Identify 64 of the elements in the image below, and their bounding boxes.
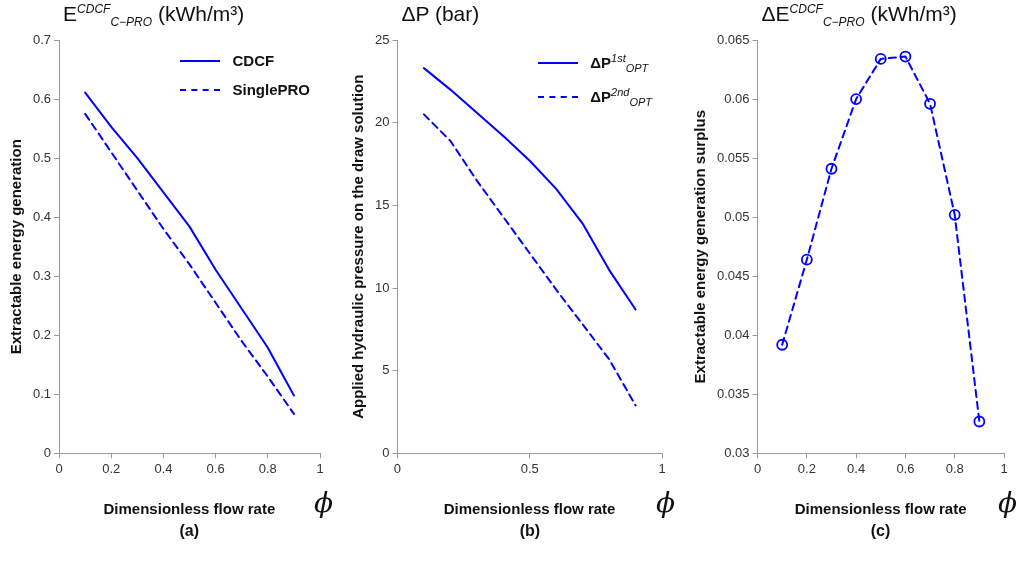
y-tick-label: 0.5: [32, 149, 52, 165]
y-tick-label: 0.3: [32, 267, 52, 283]
point: [825, 162, 838, 175]
x-tick-label: 0: [753, 460, 762, 476]
point: [924, 97, 936, 110]
text: (c): [870, 522, 891, 540]
x-tick-label: 0: [393, 460, 402, 476]
y-tick-label: 15: [374, 196, 390, 212]
point: [800, 253, 813, 266]
y-tick-label: 0.04: [724, 326, 750, 342]
x-tick-label: 0.6: [896, 460, 915, 476]
x-axis-title: Dimensionless flow rate: [794, 500, 967, 517]
y-axis-title: Extractable energy generation surplus: [691, 109, 709, 384]
x-tick-label: 0.5: [520, 460, 539, 476]
y-tick-label: 0: [382, 444, 390, 460]
x-tick-label: 0: [55, 460, 63, 476]
y-tick-label: 25: [374, 31, 390, 47]
y-tick-label: 0.055: [716, 149, 750, 165]
y-axis-title: Applied hydraulic pressure on the draw solution: [349, 74, 367, 419]
y-tick-label: 0.6: [32, 90, 52, 106]
x-axis-title: Dimensionless flow rate: [103, 500, 276, 517]
x-tick-label: 0.2: [102, 460, 121, 476]
y-tick-label: 0.045: [716, 267, 750, 283]
y-tick-label: 20: [374, 114, 390, 130]
y-tick-label: 0.2: [32, 326, 52, 342]
x-axis-title: Dimensionless flow rate: [443, 500, 616, 517]
legend-label: SinglePRO: [232, 81, 310, 98]
x-tick-label: 1: [316, 460, 324, 476]
point: [850, 93, 863, 105]
point: [948, 208, 961, 221]
y-tick-label: 0.03: [724, 444, 750, 460]
text: ϕ: [998, 486, 1018, 519]
x-tick-label: 0.2: [797, 460, 816, 476]
y-tick-label: 0.065: [716, 31, 750, 47]
chart-title: E$^{CDCF}$$_{C−PRO}$ (kWh/m³): [63, 2, 245, 30]
text: ϕ: [314, 486, 334, 519]
x-tick-label: 0.4: [154, 460, 173, 476]
y-tick-label: 0.1: [32, 385, 52, 401]
point: [776, 338, 789, 351]
x-tick-label: 0.8: [945, 460, 964, 476]
legend-label: CDCF: [232, 52, 275, 69]
y-tick-label: 10: [374, 279, 390, 295]
x-tick-label: 0.6: [206, 460, 225, 476]
chart-title: ΔE$^{CDCF}$$_{C−PRO}$ (kWh/m³): [761, 2, 957, 30]
text: (a): [179, 522, 200, 540]
y-tick-label: 0.035: [716, 385, 750, 401]
text: ϕ: [656, 486, 676, 519]
y-tick-label: 0.06: [724, 90, 750, 106]
text: (b): [519, 522, 541, 540]
x-tick-label: 0.8: [258, 460, 277, 476]
x-tick-label: 0.4: [847, 460, 866, 476]
y-tick-label: 0.4: [32, 208, 52, 224]
point: [899, 50, 912, 63]
y-tick-label: 0.7: [32, 31, 52, 47]
x-tick-label: 1: [658, 460, 666, 476]
point: [874, 53, 887, 65]
y-tick-label: 0: [43, 444, 52, 460]
x-tick-label: 1: [1000, 460, 1008, 476]
y-tick-label: 5: [382, 362, 390, 378]
y-tick-label: 0.05: [724, 208, 750, 224]
chart-title: ΔP (bar): [401, 2, 480, 26]
line-series: [422, 113, 637, 407]
y-axis-title: Extractable energy generation: [7, 139, 25, 355]
point: [973, 415, 986, 428]
